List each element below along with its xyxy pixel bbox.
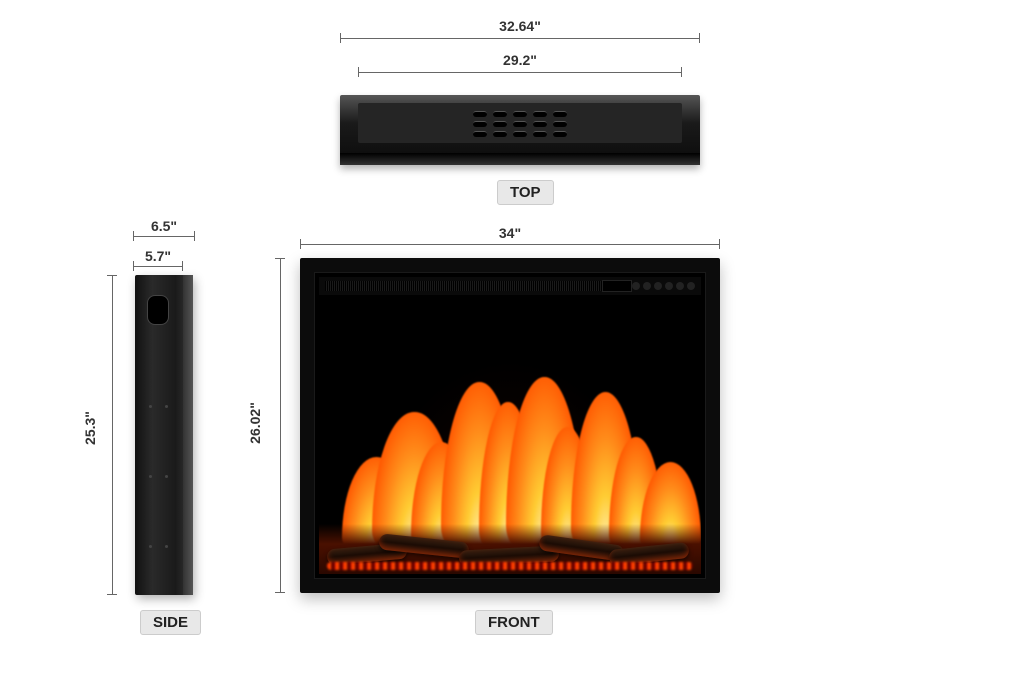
fireplace-frame (300, 258, 720, 593)
top-shelf (340, 95, 700, 165)
top-vents (473, 111, 567, 137)
side-front-edge (183, 275, 193, 595)
dim-line-side-inner (133, 266, 183, 267)
dim-top-outer: 32.64" (340, 18, 700, 34)
firebox (319, 299, 701, 574)
dim-line-front-height (280, 258, 281, 593)
side-handle-slot (147, 295, 169, 325)
control-buttons[interactable] (632, 282, 695, 290)
fireplace-bezel (314, 272, 706, 579)
vent-grille-left (325, 281, 602, 291)
ember-bed (319, 524, 701, 574)
dim-line-top-inner (358, 72, 682, 73)
dim-line-side-outer (133, 236, 195, 237)
top-front-lip (340, 153, 700, 165)
dim-line-top-outer (340, 38, 700, 39)
ember-glow (327, 562, 693, 570)
dim-line-front-width (300, 244, 720, 245)
label-top: TOP (497, 180, 554, 205)
front-view (300, 258, 720, 593)
dim-side-outer: 6.5" (133, 218, 195, 234)
dim-front-width: 34" (300, 225, 720, 241)
control-strip (319, 277, 701, 295)
dim-side-inner: 5.7" (128, 248, 188, 264)
side-view (135, 275, 193, 595)
label-side: SIDE (140, 610, 201, 635)
dim-line-side-height (112, 275, 113, 595)
display-panel (602, 280, 632, 292)
dim-top-inner: 29.2" (358, 52, 682, 68)
top-view (340, 95, 700, 165)
side-panel (135, 275, 193, 595)
label-front: FRONT (475, 610, 553, 635)
dim-front-height: 26.02" (247, 393, 263, 453)
dim-side-height: 25.3" (82, 403, 98, 453)
